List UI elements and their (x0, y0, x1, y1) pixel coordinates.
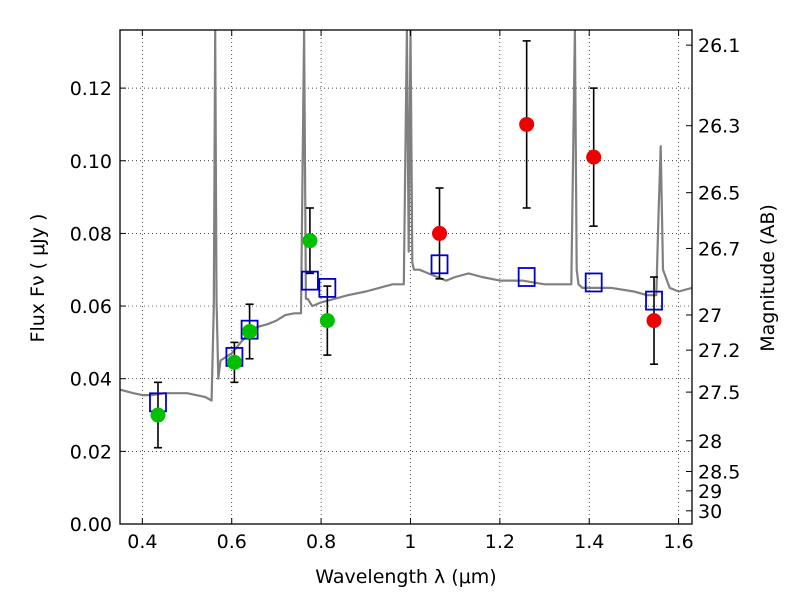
model-square-point (430, 254, 449, 275)
photometry-point (586, 149, 602, 165)
y-tick-label: 0.04 (70, 369, 112, 391)
model-square-point (584, 272, 603, 293)
y-axis-label: Flux Fν ( μJy ) (27, 214, 49, 343)
y2-tick-label: 27.2 (698, 340, 740, 362)
data-points (149, 116, 663, 423)
y2-tick-label: 26.5 (698, 183, 740, 205)
photometry-point (242, 323, 258, 339)
y2-tick-label: 30 (698, 501, 722, 523)
y-tick-label: 0.10 (70, 151, 112, 173)
spectrum-series (120, 30, 692, 402)
y2-tick-label: 26.1 (698, 35, 740, 57)
model-square-point (517, 267, 536, 287)
y2-tick-label: 27.5 (698, 382, 740, 404)
errorbars (153, 40, 659, 449)
photometry-point (519, 116, 535, 132)
y2-tick-label: 27 (698, 305, 722, 327)
y-tick-label: 0.02 (70, 441, 112, 463)
photometry-point (226, 354, 242, 370)
model-square-point (318, 277, 337, 298)
spectrum-line (120, 30, 692, 402)
photometry-point (319, 313, 335, 329)
y-tick-label: 0.08 (70, 223, 112, 245)
photometry-point (646, 313, 662, 329)
y2-axis-label: Magnitude (AB) (757, 204, 779, 352)
y-tick-label: 0.06 (70, 296, 112, 318)
x-tick-label: 1 (404, 531, 416, 553)
x-tick-label: 0.6 (217, 531, 247, 553)
y2-tick-label: 28 (698, 431, 722, 453)
y-axis-ticks: 0.00 0.02 0.04 0.06 0.08 0.10 0.12 (70, 78, 126, 536)
model-square-point (301, 270, 319, 291)
photometry-point (150, 407, 166, 423)
x-axis-ticks: 0.4 0.6 0.8 1 1.2 1.4 1.6 (127, 30, 694, 553)
x-axis-label: Wavelength λ (μm) (315, 566, 496, 588)
photometry-point (302, 233, 318, 249)
y2-tick-label: 28.5 (698, 461, 740, 483)
y-tick-label: 0.12 (70, 78, 112, 100)
y-tick-label: 0.00 (70, 514, 112, 536)
x-tick-label: 1.2 (485, 531, 515, 553)
x-tick-label: 1.4 (574, 531, 604, 553)
model-square-point (645, 290, 663, 311)
y2-tick-label: 26.7 (698, 238, 740, 260)
plot-frame (119, 29, 693, 525)
y2-tick-label: 29 (698, 481, 722, 503)
photometry-point (432, 225, 448, 241)
x-tick-label: 0.8 (306, 531, 336, 553)
y2-tick-label: 26.3 (698, 116, 740, 138)
x-tick-label: 1.6 (663, 531, 693, 553)
x-tick-label: 0.4 (127, 531, 157, 553)
